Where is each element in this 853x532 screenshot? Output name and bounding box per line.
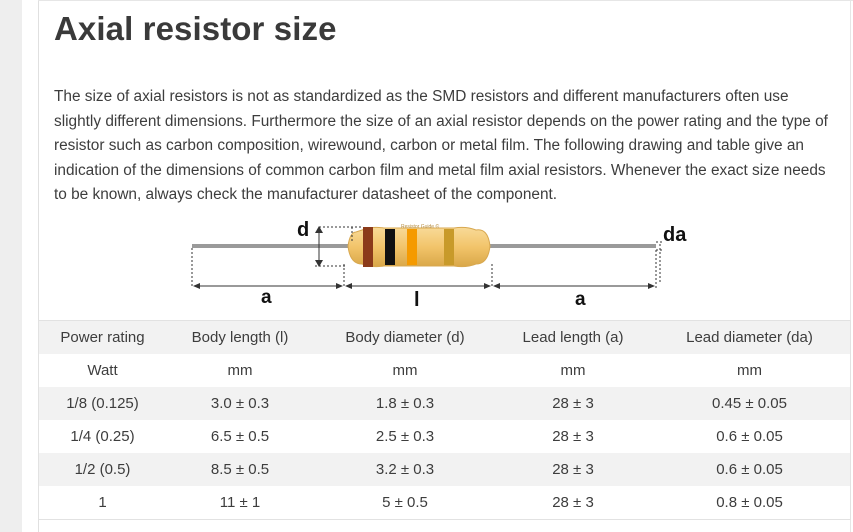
header-body-length: Body length (l) bbox=[167, 320, 313, 354]
cell-power: 1/8 (0.125) bbox=[38, 387, 167, 420]
cell-body-diameter: 1.8 ± 0.3 bbox=[313, 387, 497, 420]
lead-right bbox=[488, 244, 656, 248]
unit-lead-diameter: mm bbox=[649, 354, 850, 387]
label-da: da bbox=[663, 224, 687, 246]
intro-paragraph: The size of axial resistors is not as st… bbox=[54, 88, 828, 204]
diagram-watermark: Resistor Guide © bbox=[401, 223, 439, 230]
axial-resistor-diagram: Resistor Guide © d da a l a bbox=[191, 219, 687, 311]
cell-power: 1 bbox=[38, 486, 167, 519]
cell-lead-diameter: 0.6 ± 0.05 bbox=[649, 420, 850, 453]
dimension-da bbox=[656, 241, 664, 284]
cell-power: 1/2 (0.5) bbox=[38, 453, 167, 486]
cell-body-length: 8.5 ± 0.5 bbox=[167, 453, 313, 486]
dimension-a-right-arrow-l bbox=[493, 283, 500, 289]
cell-lead-length: 28 ± 3 bbox=[497, 453, 649, 486]
extension-lines bbox=[191, 248, 657, 288]
dimension-l-arrow-l bbox=[345, 283, 352, 289]
resistor-body bbox=[347, 226, 491, 268]
cell-body-length: 11 ± 1 bbox=[167, 486, 313, 519]
label-a-right: a bbox=[575, 289, 586, 310]
resistor-size-table: Power rating Body length (l) Body diamet… bbox=[38, 320, 850, 519]
cell-lead-diameter: 0.45 ± 0.05 bbox=[649, 387, 850, 420]
cell-lead-length: 28 ± 3 bbox=[497, 486, 649, 519]
table-header-row: Power rating Body length (l) Body diamet… bbox=[38, 320, 850, 354]
dimension-d-arrow-up bbox=[315, 226, 323, 233]
unit-power: Watt bbox=[38, 354, 167, 387]
cell-body-diameter: 5 ± 0.5 bbox=[313, 486, 497, 519]
label-l: l bbox=[414, 289, 420, 311]
cell-body-length: 3.0 ± 0.3 bbox=[167, 387, 313, 420]
page-title: Axial resistor size bbox=[54, 10, 337, 47]
color-band-2 bbox=[385, 229, 395, 265]
table-units-row: Watt mm mm mm mm bbox=[38, 354, 850, 387]
lead-left bbox=[192, 244, 352, 248]
cell-body-diameter: 3.2 ± 0.3 bbox=[313, 453, 497, 486]
color-band-4 bbox=[444, 229, 454, 265]
dimension-a-left-arrow-l bbox=[193, 283, 200, 289]
header-power-rating: Power rating bbox=[38, 320, 167, 354]
unit-body-diameter: mm bbox=[313, 354, 497, 387]
header-lead-diameter: Lead diameter (da) bbox=[649, 320, 850, 354]
cell-body-diameter: 2.5 ± 0.3 bbox=[313, 420, 497, 453]
cell-lead-length: 28 ± 3 bbox=[497, 387, 649, 420]
label-a-left: a bbox=[261, 287, 272, 308]
cell-lead-length: 28 ± 3 bbox=[497, 420, 649, 453]
content-left-border bbox=[38, 0, 39, 532]
table-row: 1/2 (0.5) 8.5 ± 0.5 3.2 ± 0.3 28 ± 3 0.6… bbox=[38, 453, 850, 486]
header-lead-length: Lead length (a) bbox=[497, 320, 649, 354]
header-body-diameter: Body diameter (d) bbox=[313, 320, 497, 354]
cell-lead-diameter: 0.6 ± 0.05 bbox=[649, 453, 850, 486]
content-top-border bbox=[38, 0, 853, 1]
left-sidebar-strip bbox=[0, 0, 22, 532]
table-row: 1/4 (0.25) 6.5 ± 0.5 2.5 ± 0.3 28 ± 3 0.… bbox=[38, 420, 850, 453]
cell-body-length: 6.5 ± 0.5 bbox=[167, 420, 313, 453]
dimension-d-arrow-down bbox=[315, 260, 323, 267]
dimension-l-arrow-r bbox=[484, 283, 491, 289]
dimension-a-left-arrow-r bbox=[336, 283, 343, 289]
cell-lead-diameter: 0.8 ± 0.05 bbox=[649, 486, 850, 519]
table-row: 1/8 (0.125) 3.0 ± 0.3 1.8 ± 0.3 28 ± 3 0… bbox=[38, 387, 850, 420]
color-band-1 bbox=[363, 227, 373, 267]
dimension-a-right-arrow-r bbox=[648, 283, 655, 289]
color-band-3 bbox=[407, 229, 417, 265]
unit-body-length: mm bbox=[167, 354, 313, 387]
unit-lead-length: mm bbox=[497, 354, 649, 387]
cell-power: 1/4 (0.25) bbox=[38, 420, 167, 453]
table-row: 1 11 ± 1 5 ± 0.5 28 ± 3 0.8 ± 0.05 bbox=[38, 486, 850, 519]
dimension-d bbox=[315, 226, 362, 267]
label-d: d bbox=[297, 219, 309, 241]
content-right-border bbox=[850, 0, 851, 532]
